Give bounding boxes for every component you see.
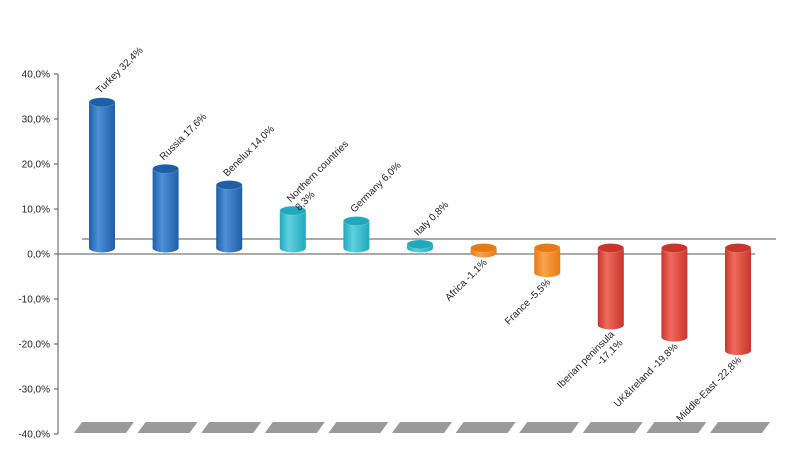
bar-bottom-cap bbox=[279, 243, 306, 253]
bar-data-label: Italy 0,8% bbox=[412, 200, 451, 239]
floor-shadow bbox=[710, 422, 770, 433]
y-axis: 40,0% 30,0% 20,0% 10,0% 0,0% -10,0% -20,0% -30,… bbox=[18, 70, 776, 441]
bar-body bbox=[152, 168, 179, 248]
bar bbox=[661, 243, 688, 342]
bar-data-label: Middle-East -22,8% bbox=[675, 355, 745, 425]
bars bbox=[88, 97, 752, 356]
bar bbox=[343, 216, 370, 253]
bar-body bbox=[279, 210, 306, 248]
bar-top-cap bbox=[343, 216, 370, 226]
y-tick-label: 20,0% bbox=[22, 160, 50, 171]
floor-shadow bbox=[137, 422, 198, 433]
y-tick-label: 10,0% bbox=[22, 205, 50, 216]
bar-top-cap bbox=[597, 243, 625, 253]
bar-top-cap bbox=[88, 97, 116, 107]
bar-bottom-cap bbox=[597, 320, 624, 330]
bar-top-cap bbox=[152, 164, 179, 174]
bar-data-label: Benelux 14,0% bbox=[222, 124, 277, 179]
bar-top-cap bbox=[724, 243, 752, 253]
bar-bottom-cap bbox=[725, 346, 751, 356]
bar-data-label: Germany 6,0% bbox=[349, 160, 404, 215]
floor-shadow bbox=[646, 422, 707, 433]
floor-shadow bbox=[582, 422, 643, 433]
floor-shadow bbox=[74, 422, 134, 433]
bar-top-cap bbox=[406, 239, 434, 250]
y-tick-label: 30,0% bbox=[22, 115, 50, 126]
floor-shadow bbox=[201, 422, 262, 433]
bar-body bbox=[661, 248, 688, 338]
bar-data-label: Africa -1,1% bbox=[443, 257, 489, 303]
bar-top-cap bbox=[533, 243, 561, 253]
bar-data-label: Turkey 32,4% bbox=[94, 45, 145, 96]
bar-top-cap bbox=[470, 243, 497, 253]
bar-bottom-cap bbox=[89, 243, 115, 253]
bar-body bbox=[597, 248, 624, 325]
floor-shadow bbox=[264, 422, 325, 433]
y-tick-label: 0,0% bbox=[27, 250, 50, 261]
bar-data-label: Iberian peninsula-17,1% bbox=[555, 329, 625, 399]
bar bbox=[406, 239, 434, 253]
bar-bottom-cap bbox=[152, 243, 179, 253]
y-tick-label: -40,0% bbox=[18, 430, 50, 441]
y-tick-label: -20,0% bbox=[18, 340, 50, 351]
bar bbox=[88, 97, 116, 253]
y-tick-label: -10,0% bbox=[18, 295, 50, 306]
data-labels: Turkey 32,4% Russia 17,6% Benelux 14,0% Nor… bbox=[94, 45, 744, 424]
floor-shadow bbox=[328, 422, 389, 433]
floor-shadow bbox=[519, 422, 580, 433]
bar-bottom-cap bbox=[343, 243, 370, 253]
bar-data-label: France -5,5% bbox=[503, 277, 553, 327]
bar-body bbox=[216, 185, 243, 248]
bar bbox=[533, 243, 561, 278]
bar bbox=[597, 243, 625, 330]
bar-bottom-cap bbox=[661, 332, 688, 342]
bar bbox=[724, 243, 752, 356]
bar-data-label: Northern countries8,3% bbox=[285, 139, 359, 213]
bar bbox=[215, 180, 243, 253]
bar-data-label: Russia 17,6% bbox=[158, 111, 209, 162]
floor-shadow bbox=[392, 422, 452, 433]
floor-shadows bbox=[74, 422, 770, 433]
bar-top-cap bbox=[661, 243, 688, 253]
bar-data-label: UK&Ireland -19,8% bbox=[612, 341, 680, 409]
bar bbox=[279, 205, 307, 253]
bar bbox=[152, 164, 179, 253]
bar-bottom-cap bbox=[534, 268, 561, 278]
bar bbox=[470, 243, 497, 258]
bar-body bbox=[89, 102, 115, 248]
bar-body bbox=[725, 248, 751, 351]
bar-top-cap bbox=[215, 180, 243, 190]
bar-top-cap bbox=[279, 205, 307, 216]
floor-shadow bbox=[455, 422, 516, 433]
y-tick-label: -30,0% bbox=[18, 385, 50, 396]
y-tick-label: 40,0% bbox=[22, 70, 50, 81]
bar-bottom-cap bbox=[216, 243, 243, 253]
